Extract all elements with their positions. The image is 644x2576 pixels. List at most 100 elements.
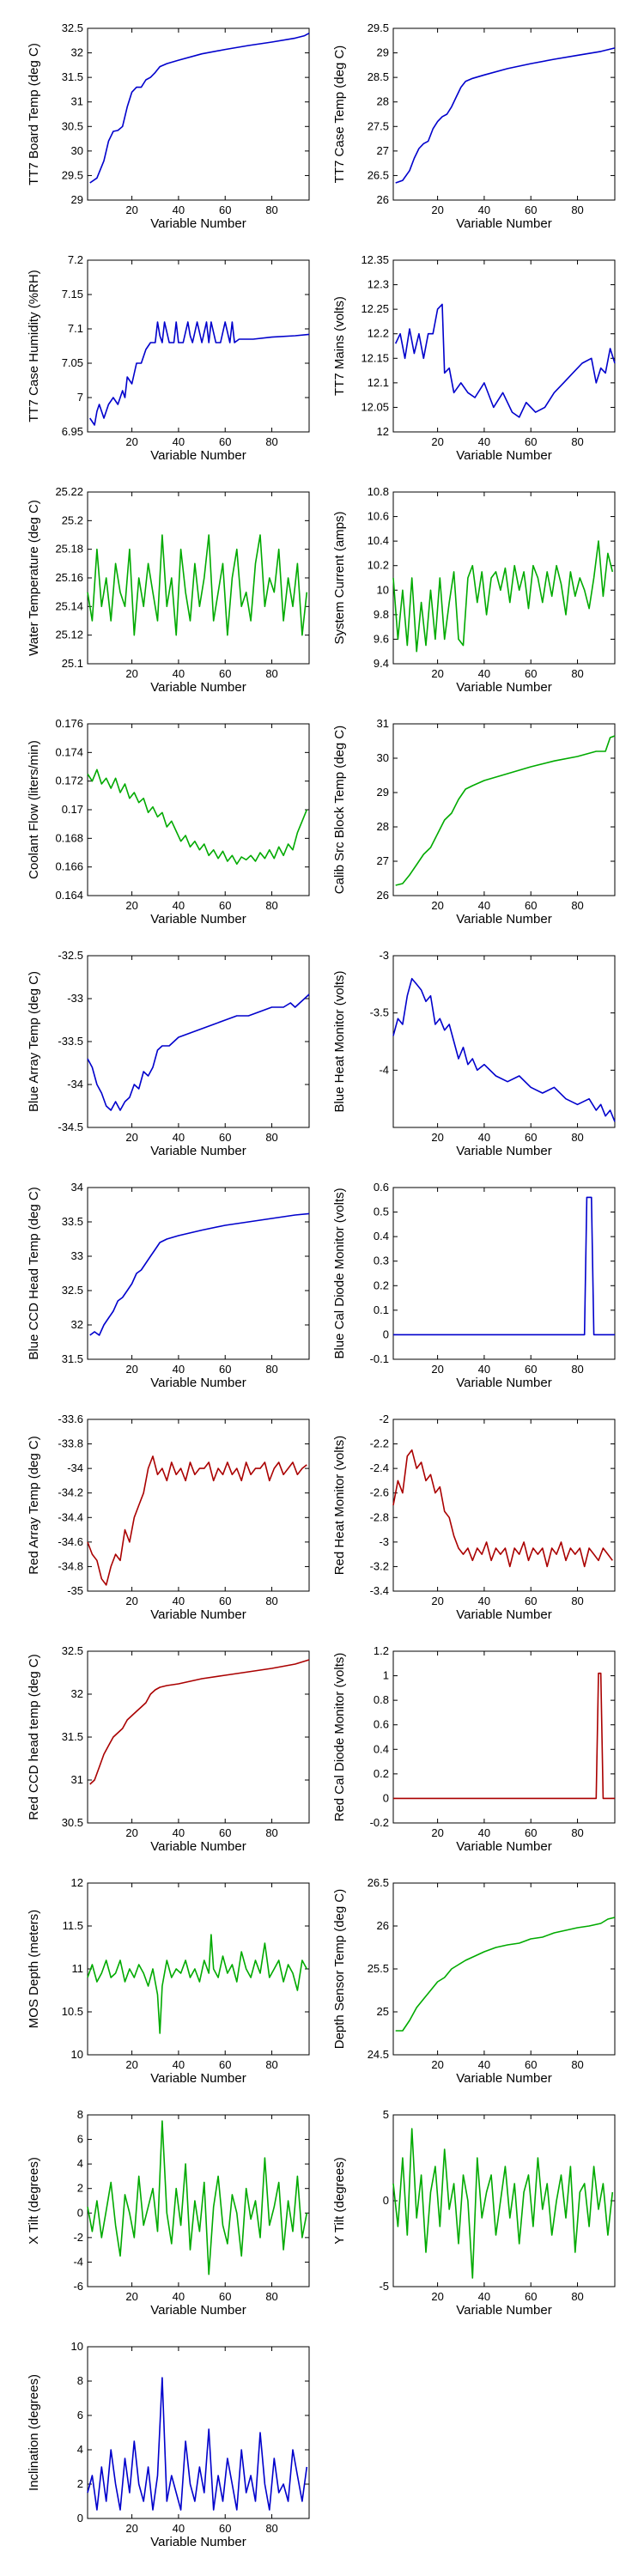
x-tick-label: 40 xyxy=(173,1595,185,1607)
y-tick-label: 0 xyxy=(383,1327,389,1340)
plot-frame xyxy=(392,27,616,201)
x-tick-label: 40 xyxy=(478,204,490,216)
y-axis-label: TT7 Case Temp (deg C) xyxy=(332,46,347,184)
y-tick-label: 10.6 xyxy=(368,510,389,523)
x-axis-label: Variable Number xyxy=(456,912,551,927)
chart-14: 30.5 31 31.5 32 32.5 20 40 60 80 Variable Number R… xyxy=(27,1644,310,1854)
chart-3: 12 12.05 12.1 12.15 12.2 12.25 12.3 12.35 20 40 60… xyxy=(332,253,616,463)
x-axis-label: Variable Number xyxy=(150,1839,246,1854)
x-tick-label: 60 xyxy=(219,899,231,912)
series-line xyxy=(89,1212,310,1336)
y-tick-label: 32 xyxy=(71,1687,83,1700)
x-axis-label: Variable Number xyxy=(150,216,246,231)
y-tick-label: 0.166 xyxy=(55,860,83,873)
y-axis-label: TT7 Mains (volts) xyxy=(332,296,347,396)
x-tick-label: 40 xyxy=(173,1826,185,1839)
y-axis-label: TT7 Case Humidity (%RH) xyxy=(27,270,41,422)
x-tick-label: 80 xyxy=(265,1363,277,1376)
y-tick-label: -33.6 xyxy=(58,1413,83,1425)
x-tick-label: 20 xyxy=(125,667,137,680)
x-axis-label: Variable Number xyxy=(150,448,246,463)
plot-frame xyxy=(392,491,616,665)
x-tick-label: 80 xyxy=(265,1595,277,1607)
y-tick-label: 0.8 xyxy=(374,1693,389,1706)
x-tick-label: 60 xyxy=(219,435,231,448)
y-tick-label: -2 xyxy=(73,2231,83,2244)
y-tick-label: -3.4 xyxy=(370,1584,389,1597)
x-tick-label: 20 xyxy=(125,1826,137,1839)
y-tick-label: 25.22 xyxy=(55,485,83,498)
y-axis-label: Blue Cal Diode Monitor (volts) xyxy=(332,1188,347,1358)
x-tick-label: 60 xyxy=(525,2290,537,2303)
series-line xyxy=(87,993,310,1111)
x-axis-label: Variable Number xyxy=(456,680,551,695)
plot-frame xyxy=(392,259,616,433)
y-tick-label: 2 xyxy=(77,2477,83,2490)
y-tick-label: 0 xyxy=(77,2512,83,2524)
y-tick-label: 11.5 xyxy=(63,1919,83,1932)
x-tick-label: 40 xyxy=(478,2058,490,2071)
x-tick-label: 40 xyxy=(478,1595,490,1607)
x-tick-label: 80 xyxy=(265,2058,277,2071)
y-tick-label: 32.5 xyxy=(62,21,83,34)
y-axis-label: System Current (amps) xyxy=(332,511,347,644)
y-tick-label: 26 xyxy=(377,193,389,206)
y-tick-label: 30 xyxy=(377,751,389,764)
y-tick-label: 30.5 xyxy=(62,1816,83,1829)
y-axis-label: Y Tilt (degrees) xyxy=(332,2157,347,2244)
x-tick-label: 80 xyxy=(571,435,583,448)
x-tick-label: 40 xyxy=(478,1363,490,1376)
plot-frame xyxy=(87,955,310,1128)
y-tick-label: 31.5 xyxy=(62,1352,83,1365)
x-tick-label: 40 xyxy=(478,2290,490,2303)
y-tick-label: 27 xyxy=(377,144,389,157)
x-tick-label: 60 xyxy=(525,1131,537,1144)
x-axis-label: Variable Number xyxy=(150,1607,246,1622)
series-line xyxy=(87,2377,308,2511)
y-tick-label: 0.17 xyxy=(62,803,83,816)
y-axis-label: MOS Depth (meters) xyxy=(27,1910,41,2028)
x-tick-label: 20 xyxy=(125,2290,137,2303)
x-tick-label: 40 xyxy=(478,1131,490,1144)
y-tick-label: 0.4 xyxy=(374,1742,389,1755)
y-tick-label: 0.172 xyxy=(55,775,83,787)
y-tick-label: 28.5 xyxy=(368,70,389,83)
y-tick-label: -0.2 xyxy=(370,1816,389,1829)
x-tick-label: 60 xyxy=(525,204,537,216)
y-tick-label: 0 xyxy=(383,2194,389,2207)
y-tick-label: 12.3 xyxy=(368,278,389,291)
x-axis-label: Variable Number xyxy=(456,1144,551,1158)
plot-frame xyxy=(87,723,310,896)
x-tick-label: 40 xyxy=(173,2058,185,2071)
y-tick-label: 26 xyxy=(377,889,389,902)
y-tick-label: 10 xyxy=(71,2340,83,2353)
y-tick-label: 25.12 xyxy=(55,629,83,641)
chart-9: -4 -3.5 -3 20 40 60 80 Variable Number Blue Heat… xyxy=(332,949,616,1158)
y-tick-label: 10 xyxy=(71,2048,83,2061)
y-tick-label: 26.5 xyxy=(368,168,389,181)
x-tick-label: 20 xyxy=(125,899,137,912)
y-tick-label: -3 xyxy=(379,1535,389,1548)
y-tick-label: 33 xyxy=(71,1249,83,1262)
x-tick-label: 20 xyxy=(125,1595,137,1607)
y-tick-label: 32.5 xyxy=(62,1644,83,1657)
y-tick-label: 31 xyxy=(377,717,389,730)
y-tick-label: 0.176 xyxy=(55,717,83,730)
plot-frame xyxy=(87,1187,310,1360)
x-tick-label: 80 xyxy=(265,1826,277,1839)
x-axis-label: Variable Number xyxy=(150,2303,246,2318)
y-tick-label: 7.1 xyxy=(68,322,83,335)
x-tick-label: 60 xyxy=(219,1363,231,1376)
y-tick-label: 0.4 xyxy=(374,1230,389,1242)
y-tick-label: -34 xyxy=(67,1078,83,1091)
x-tick-label: 20 xyxy=(125,204,137,216)
y-tick-label: 2 xyxy=(77,2182,83,2195)
x-axis-label: Variable Number xyxy=(456,1376,551,1390)
y-tick-label: 29 xyxy=(377,46,389,59)
y-tick-label: 10.8 xyxy=(368,485,389,498)
chart-12: -35 -34.8 -34.6 -34.4 -34.2 -34 -33.8 -33.6 20 40… xyxy=(27,1413,310,1622)
x-tick-label: 80 xyxy=(571,1363,583,1376)
x-tick-label: 20 xyxy=(431,667,443,680)
y-axis-label: Blue Array Temp (deg C) xyxy=(27,971,41,1112)
y-tick-label: 12.15 xyxy=(361,351,389,364)
